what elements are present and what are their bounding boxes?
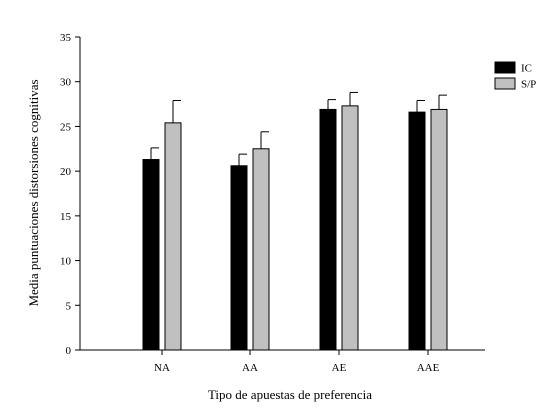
y-tick-label: 15 xyxy=(60,211,72,223)
legend: IC S/P xyxy=(494,61,536,91)
y-tick-label: 30 xyxy=(60,77,72,89)
bar-s-p-aa xyxy=(252,148,270,351)
bar-ic-aa xyxy=(230,165,248,351)
y-tick-label: 25 xyxy=(60,121,72,133)
axes: 0 5 10 15 20 25 30 35 NA AA AE AAE xyxy=(60,32,485,374)
y-axis-title: Media puntuaciones distorsiones cognitiv… xyxy=(26,79,41,306)
legend-swatch xyxy=(494,77,516,90)
y-tick-label: 10 xyxy=(60,256,72,268)
bar-ic-ae xyxy=(319,108,337,351)
y-tick-label: 35 xyxy=(60,32,72,44)
bar-s-p-ae xyxy=(341,105,359,351)
bars xyxy=(142,91,448,351)
x-axis-title: Tipo de apuestas de preferencia xyxy=(208,387,372,402)
x-tick-label: AA xyxy=(242,362,258,374)
x-tick-label: AAE xyxy=(417,362,440,374)
legend-label: S/P xyxy=(521,79,536,91)
y-tick-label: 5 xyxy=(66,300,72,312)
bar-ic-aae xyxy=(408,111,426,351)
bar-s-p-aae xyxy=(430,108,448,351)
y-tick-label: 20 xyxy=(60,166,72,178)
bar-s-p-na xyxy=(164,122,182,351)
y-tick-label: 0 xyxy=(66,345,72,357)
x-tick-label: AE xyxy=(332,362,347,374)
legend-label: IC xyxy=(521,63,532,75)
legend-swatch xyxy=(494,61,516,74)
x-tick-label: NA xyxy=(154,362,170,374)
bar-ic-na xyxy=(142,159,160,351)
